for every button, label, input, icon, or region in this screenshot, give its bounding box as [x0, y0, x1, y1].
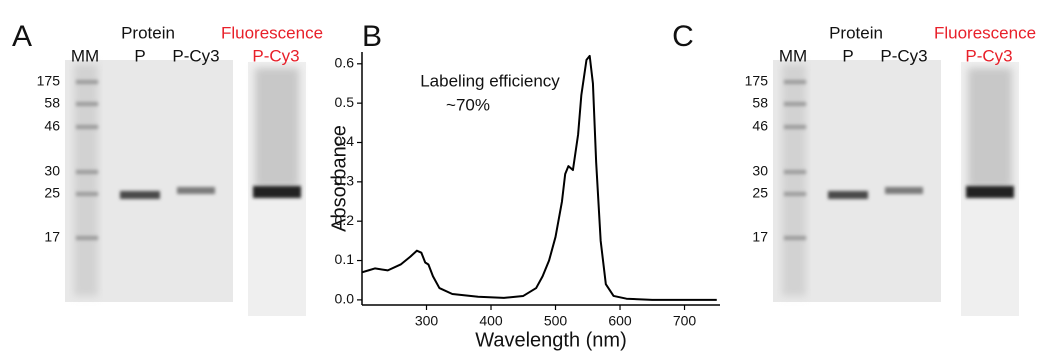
fluorescence-smear — [968, 68, 1012, 188]
x-tick-label: 500 — [544, 313, 568, 329]
ladder-smear — [782, 64, 806, 296]
protein-band — [120, 191, 160, 199]
x-tick-label: 600 — [608, 313, 632, 329]
figure: AMMPP-Cy3ProteinFluorescenceP-Cy31755846… — [0, 0, 1048, 356]
protein-band — [885, 187, 923, 194]
fluorescence-label: Fluorescence — [221, 23, 323, 42]
annotation: Labeling efficiency — [420, 71, 560, 90]
protein-band — [828, 191, 868, 199]
y-axis-label: Absorbance — [328, 125, 350, 232]
lane-label: P — [842, 46, 853, 65]
ladder-band — [784, 170, 806, 174]
ladder-band — [784, 102, 806, 106]
marker-label: 175 — [745, 73, 769, 89]
group-label: Protein — [829, 23, 883, 42]
marker-label: 46 — [752, 118, 768, 134]
x-axis-label: Wavelength (nm) — [475, 329, 627, 351]
panel-label: A — [12, 20, 32, 53]
ladder-band — [784, 192, 806, 196]
fluorescence-lane-label: P-Cy3 — [252, 46, 299, 65]
marker-label: 175 — [37, 73, 61, 89]
panel-label: C — [672, 20, 694, 53]
marker-label: 46 — [44, 118, 60, 134]
panel-label: B — [362, 20, 382, 53]
lane-label: P-Cy3 — [880, 46, 927, 65]
lane-label: P-Cy3 — [172, 46, 219, 65]
lane-label: MM — [71, 46, 99, 65]
marker-label: 58 — [752, 95, 768, 111]
marker-label: 17 — [752, 229, 768, 245]
marker-label: 58 — [44, 95, 60, 111]
ladder-band — [784, 236, 806, 240]
ladder-band — [76, 102, 98, 106]
x-tick-label: 400 — [479, 313, 503, 329]
marker-label: 25 — [752, 185, 768, 201]
protein-band — [177, 187, 215, 194]
gel-panel: C MM P P-Cy3 Protein Fluorescence P-Cy3 175 58 46… — [672, 20, 1036, 316]
y-tick-label: 0.6 — [335, 55, 355, 71]
y-tick-label: 0.0 — [335, 291, 355, 307]
marker-label: 30 — [44, 163, 60, 179]
y-tick-label: 0.5 — [335, 94, 355, 110]
marker-label: 17 — [44, 229, 60, 245]
fluorescence-smear — [255, 68, 299, 188]
x-tick-label: 300 — [415, 313, 439, 329]
marker-label: 30 — [752, 163, 768, 179]
fluorescence-band — [966, 186, 1014, 198]
ladder-band — [76, 125, 98, 129]
group-label: Protein — [121, 23, 175, 42]
ladder-band — [76, 80, 98, 84]
ladder-band — [784, 80, 806, 84]
lane-label: P — [134, 46, 145, 65]
ladder-band — [76, 236, 98, 240]
fluorescence-lane-label: P-Cy3 — [965, 46, 1012, 65]
ladder-smear — [74, 64, 98, 296]
annotation: ~70% — [446, 95, 490, 114]
fluorescence-label: Fluorescence — [934, 23, 1036, 42]
marker-label: 25 — [44, 185, 60, 201]
ladder-band — [76, 192, 98, 196]
ladder-band — [76, 170, 98, 174]
lane-label: MM — [779, 46, 807, 65]
ladder-band — [784, 125, 806, 129]
spectrum-line — [362, 56, 717, 300]
y-tick-label: 0.1 — [335, 251, 355, 267]
x-tick-label: 700 — [673, 313, 697, 329]
fluorescence-band — [253, 186, 301, 198]
